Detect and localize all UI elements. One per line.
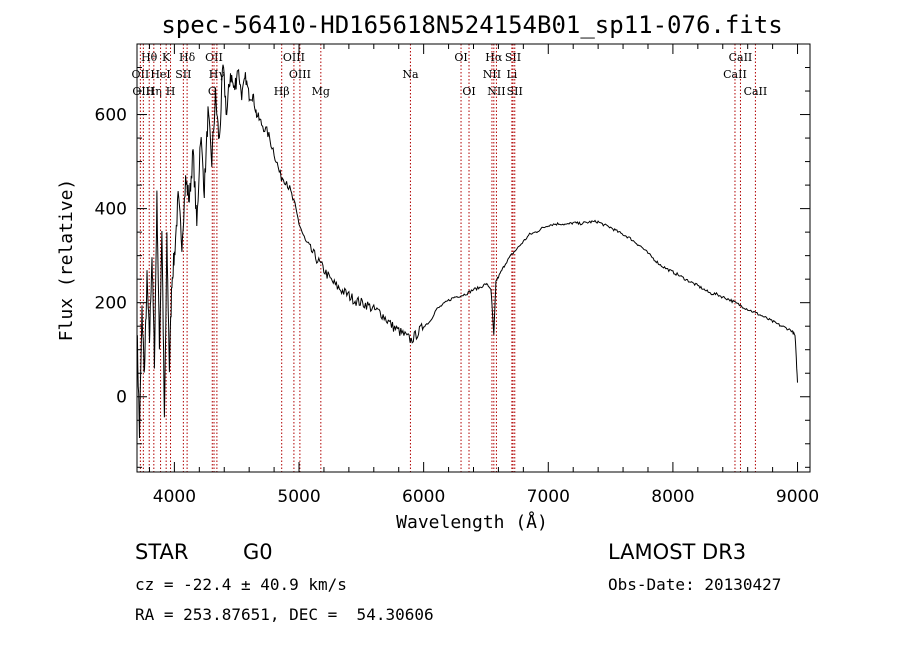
line-label-16: Na xyxy=(402,68,419,81)
line-label-5: K xyxy=(162,51,171,64)
y-tick-label-0: 0 xyxy=(116,388,127,408)
coordinates: RA = 253.87651, DEC = 54.30606 xyxy=(135,605,434,624)
line-label-4: HeI xyxy=(150,68,170,81)
x-axis-ticks: 4000 5000 6000 7000 8000 9000 xyxy=(148,44,819,507)
x-tick-label-2: 6000 xyxy=(402,487,445,507)
line-label-1: OII xyxy=(132,68,150,81)
x-tick-label-5: 9000 xyxy=(776,487,819,507)
y-axis-label: Flux (relative) xyxy=(56,179,77,342)
line-label-25: CaII xyxy=(729,51,753,64)
line-label-22: SII xyxy=(505,51,521,64)
line-label-0: Hθ xyxy=(141,51,158,64)
line-label-20: NII xyxy=(483,68,501,81)
object-subclass: G0 xyxy=(243,540,273,564)
line-label-26: CaII xyxy=(723,68,747,81)
line-label-3: Hη xyxy=(146,85,162,98)
line-label-13: OIII xyxy=(283,51,305,64)
line-label-7: SII xyxy=(175,68,191,81)
line-label-14: OIII xyxy=(289,68,311,81)
line-label-23: Li xyxy=(506,68,517,81)
y-tick-label-2: 400 xyxy=(95,200,127,220)
chart-title: spec-56410-HD165618N524154B01_sp11-076.f… xyxy=(161,11,782,39)
line-label-18: OI xyxy=(462,85,475,98)
line-label-9: OII xyxy=(205,51,223,64)
object-class: STAR xyxy=(135,540,188,564)
survey-name: LAMOST DR3 xyxy=(608,540,746,564)
line-label-8: Hδ xyxy=(179,51,196,64)
y-tick-label-3: 600 xyxy=(95,106,127,126)
x-tick-label-0: 4000 xyxy=(153,487,196,507)
spectrum-line xyxy=(136,64,798,439)
line-label-12: Hβ xyxy=(274,85,290,98)
line-label-11: G xyxy=(208,85,217,98)
line-label-17: OI xyxy=(454,51,467,64)
x-tick-label-4: 8000 xyxy=(651,487,694,507)
x-axis-label: Wavelength (Å) xyxy=(396,511,548,533)
line-label-2: OIII xyxy=(132,85,154,98)
y-tick-label-1: 200 xyxy=(95,294,127,314)
x-tick-label-1: 5000 xyxy=(277,487,320,507)
y-axis-ticks: 0 200 400 600 xyxy=(95,67,810,468)
line-label-15: Mg xyxy=(312,85,330,98)
line-label-24: SII xyxy=(507,85,523,98)
plot-frame xyxy=(136,43,811,473)
line-label-27: CaII xyxy=(744,85,768,98)
line-label-21: NII xyxy=(487,85,505,98)
observation-date: Obs-Date: 20130427 xyxy=(608,575,781,594)
redshift-cz: cz = -22.4 ± 40.9 km/s xyxy=(135,575,347,594)
line-label-6: H xyxy=(166,85,176,98)
spectrum-series xyxy=(136,64,798,439)
x-tick-label-3: 7000 xyxy=(527,487,570,507)
line-label-19: Hα xyxy=(485,51,503,64)
line-label-10: Hγ xyxy=(209,68,226,81)
